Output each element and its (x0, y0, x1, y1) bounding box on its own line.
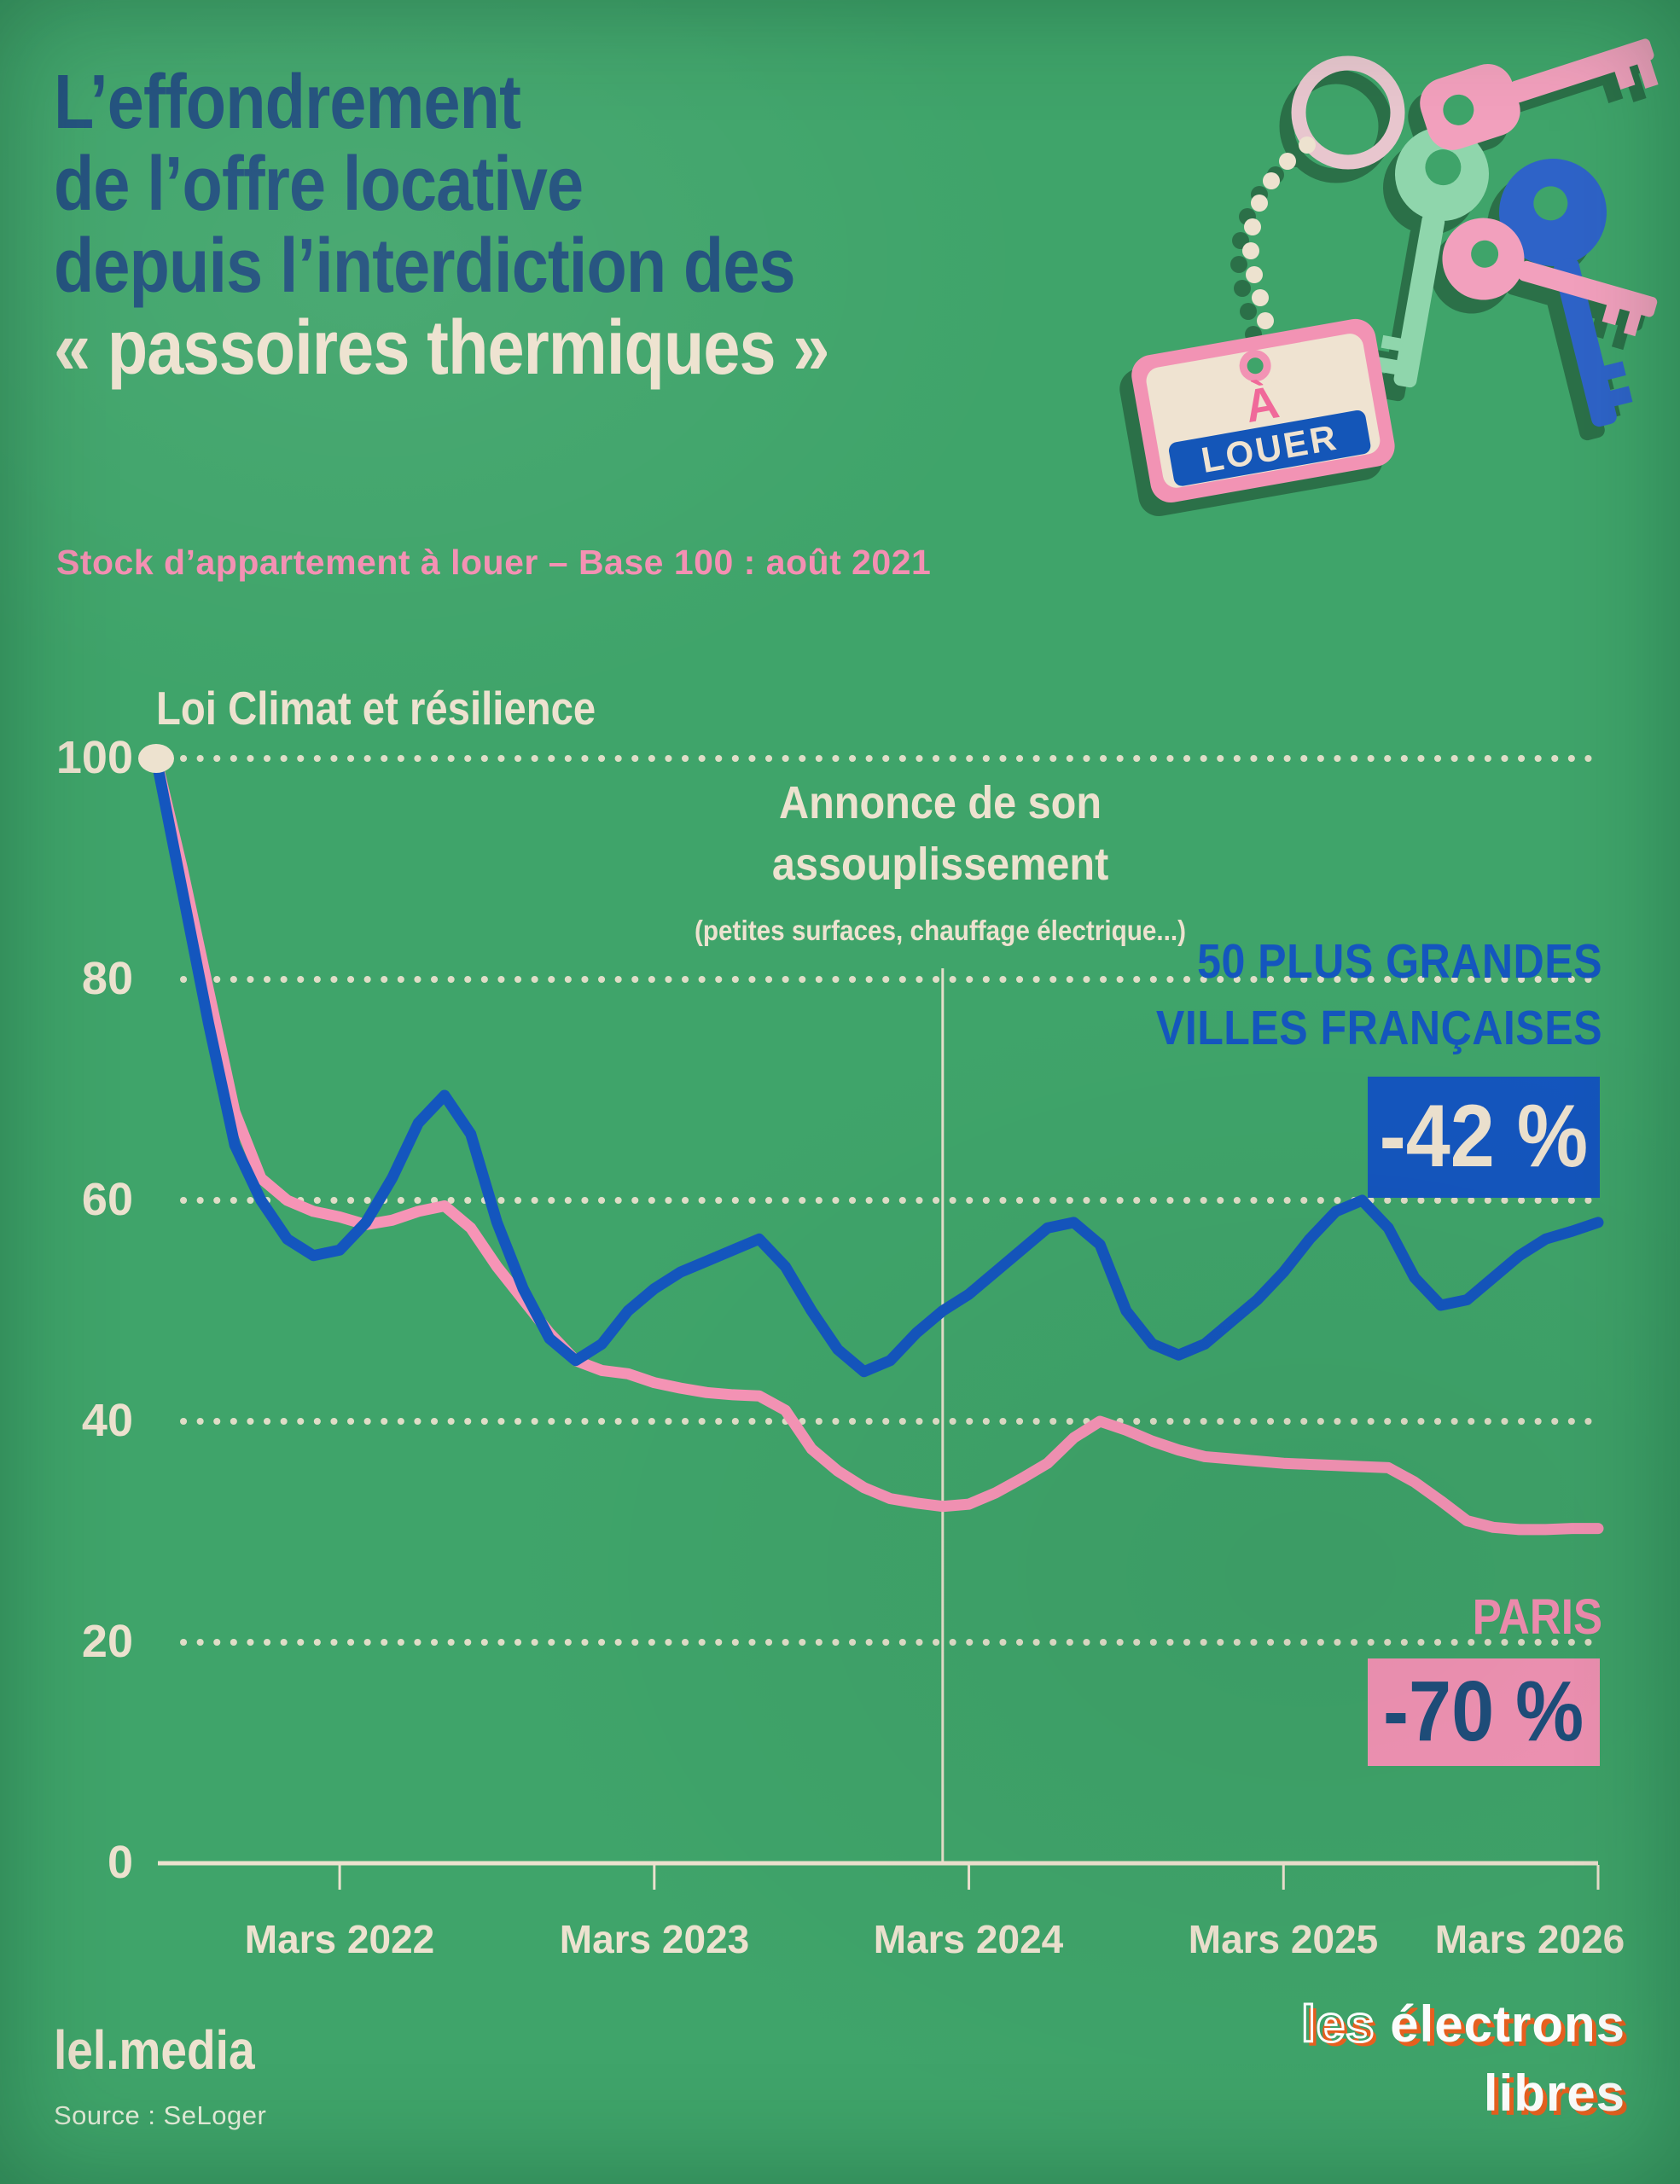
brand-wordmark: lel.media (54, 2018, 288, 2082)
cities-label-text: VILLES FRANÇAISES (1155, 1001, 1602, 1055)
x-axis-label-2022: Mars 2022 (244, 1917, 435, 1961)
pink-key-2-icon (1442, 218, 1658, 337)
page-title-line2: de l’offre locative (54, 143, 669, 225)
easing-annotation-sub: (petites surfaces, chauffage électrique.… (616, 915, 1264, 947)
page-title-line3: depuis l’interdiction des (54, 225, 916, 307)
law-annotation: Loi Climat et résilience (156, 681, 667, 735)
easing-annotation-line1: Annonce de son (616, 776, 1264, 829)
title-text: L’effondrement (54, 60, 521, 145)
title-text: « passoires thermiques » (54, 305, 829, 391)
easing-text: Annonce de son (778, 777, 1102, 828)
title-text: de l’offre locative (54, 142, 584, 227)
cities-label-text: 50 PLUS GRANDES (1197, 934, 1602, 989)
green-key-icon (1376, 127, 1489, 388)
x-axis-label-2026: Mars 2026 (1434, 1917, 1625, 1961)
logo-word-les: les (1300, 1995, 1375, 2054)
paris-change-badge: -70 % (1368, 1658, 1600, 1766)
page-title-line1: L’effondrement (54, 61, 596, 143)
chart-subtitle: Stock d’appartement à louer – Base 100 :… (56, 543, 932, 582)
les-electrons-libres-logo: les électrons libres (1300, 1995, 1625, 2123)
brand-text: lel.media (54, 2019, 255, 2081)
logo-word-electrons: électrons (1390, 1995, 1625, 2053)
keyring-icon (1291, 55, 1405, 170)
y-axis-label-60: 60 (81, 1174, 133, 1225)
keys-illustration: À LOUER (1131, 38, 1659, 503)
source-credit: Source : SeLoger (54, 2100, 267, 2130)
y-axis-label-40: 40 (81, 1395, 133, 1446)
logo-word-libres: libres (1483, 2065, 1625, 2122)
paris-label-text: PARIS (1472, 1589, 1602, 1645)
paris-badge-value: -70 % (1383, 1664, 1584, 1759)
law-annotation-text: Loi Climat et résilience (156, 682, 596, 735)
y-axis-label-20: 20 (81, 1616, 133, 1667)
paris-series-label: PARIS (1176, 1589, 1602, 1646)
title-text: depuis l’interdiction des (54, 224, 796, 309)
page-title-highlight: « passoires thermiques » (54, 307, 955, 389)
y-axis-label-80: 80 (81, 953, 133, 1004)
easing-text: assouplissement (771, 839, 1109, 890)
pink-key-icon (1420, 38, 1659, 150)
y-axis-label-0: 0 (107, 1837, 133, 1888)
y-axis-label-100: 100 (55, 732, 133, 783)
logo-line1: les électrons (1300, 1995, 1625, 2054)
x-axis-label-2023: Mars 2023 (559, 1917, 750, 1961)
cities-series-label-line2: VILLES FRANÇAISES (1056, 1000, 1602, 1056)
cities-change-badge: -42 % (1368, 1077, 1600, 1198)
x-axis-label-2024: Mars 2024 (873, 1917, 1064, 1961)
blue-key-icon (1499, 159, 1633, 427)
cities-badge-value: -42 % (1379, 1087, 1589, 1186)
cities-series-label-line1: 50 PLUS GRANDES (1056, 933, 1602, 990)
x-axis-label-2025: Mars 2025 (1188, 1917, 1379, 1961)
ball-chain-icon (1242, 136, 1316, 329)
easing-annotation-line2: assouplissement (616, 838, 1264, 891)
a-louer-tag: À LOUER (1131, 318, 1395, 503)
easing-sub-text: (petites surfaces, chauffage électrique.… (694, 915, 1187, 946)
